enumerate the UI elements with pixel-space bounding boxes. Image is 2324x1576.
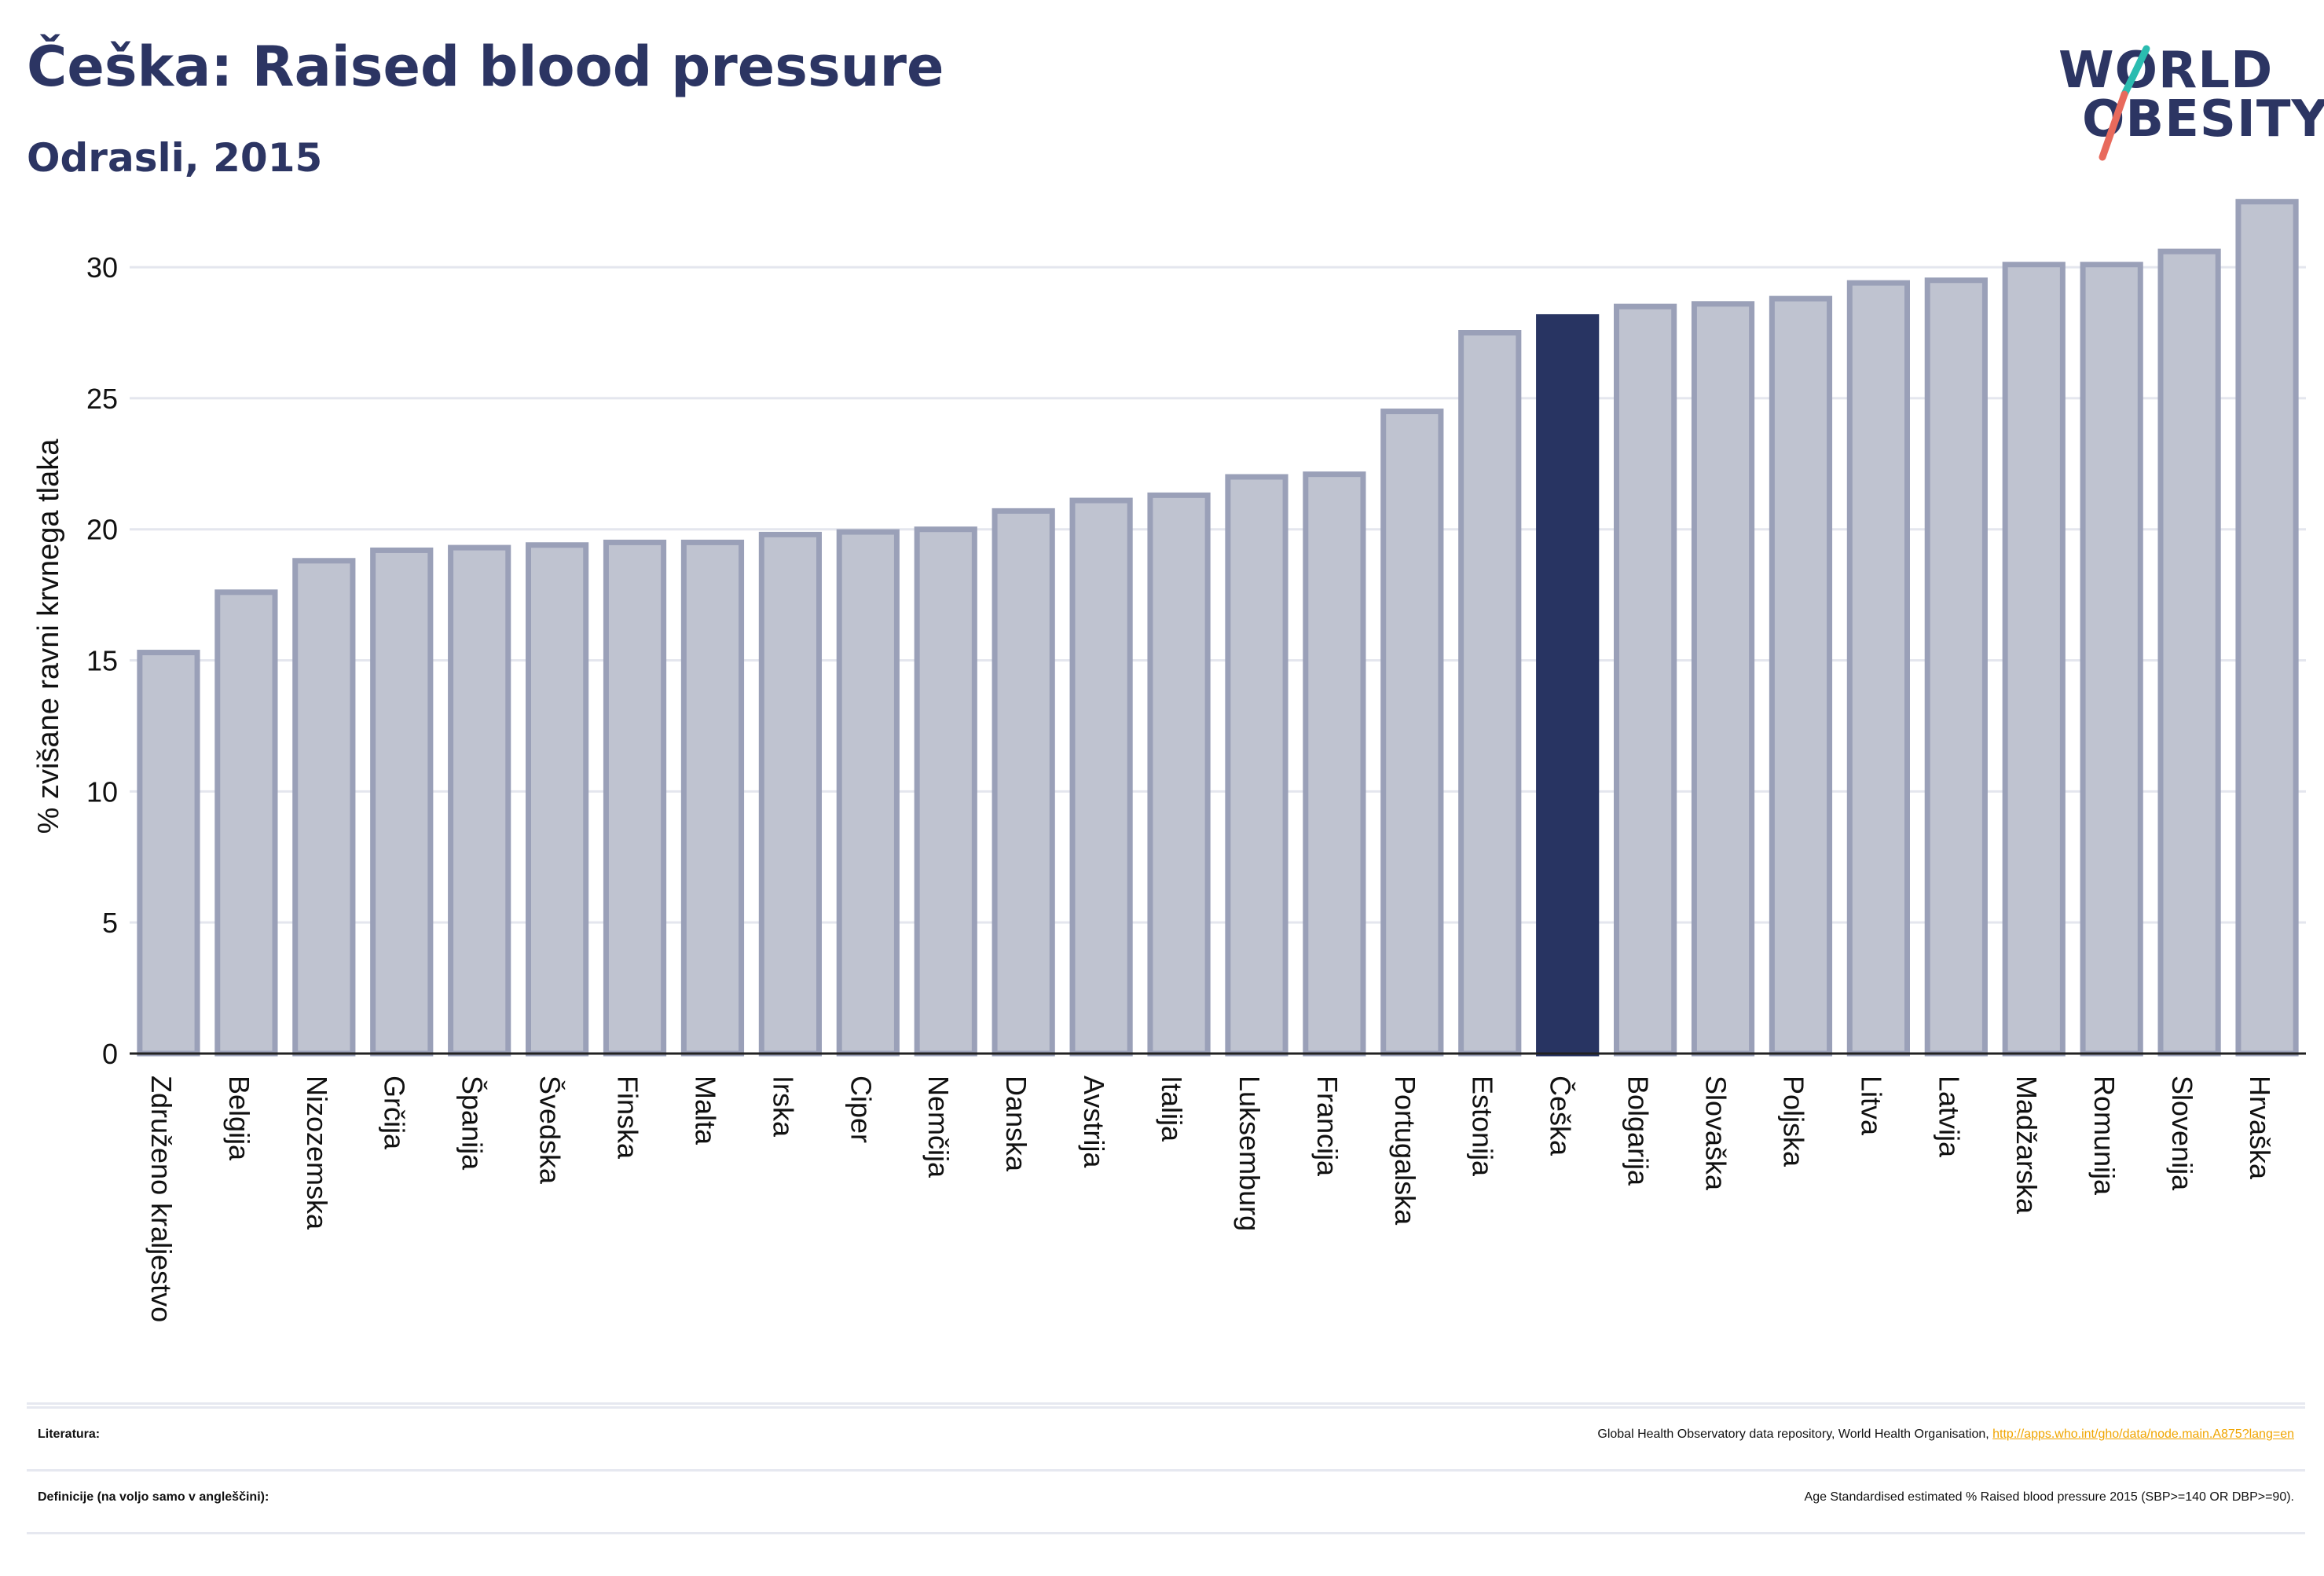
definitions-row: Definicije (na voljo samo v angleščini):… — [27, 1469, 2305, 1534]
bar-Madžarska — [2002, 262, 2066, 1057]
x-tick-label: Belgija — [223, 1076, 255, 1161]
bar-Irska — [758, 531, 822, 1057]
bars — [137, 199, 2299, 1057]
x-tick-label: Litva — [1855, 1076, 1887, 1136]
chart-subtitle: Odrasli, 2015 — [27, 135, 323, 181]
x-axis-labels: Združeno kraljestvo Belgija Nizozemska Grči… — [145, 1076, 2276, 1322]
bar-chart: 0 5 10 15 20 25 30 Združeno kraljestvo Belgija N… — [32, 199, 2306, 1322]
x-tick-label: Češka — [1545, 1076, 1577, 1156]
bar-Latvija — [1924, 277, 1988, 1057]
x-tick-label: Francija — [1311, 1076, 1343, 1177]
bar-Slovenija — [2157, 248, 2221, 1057]
literature-text: Global Health Observatory data repositor… — [1597, 1428, 1993, 1441]
bar-Nemčija — [914, 526, 977, 1057]
y-tick-label: 5 — [102, 907, 118, 939]
x-tick-label: Romunija — [2088, 1076, 2121, 1196]
literature-link[interactable]: http://apps.who.int/gho/data/node.main.A… — [1992, 1428, 2294, 1441]
y-tick-label: 10 — [86, 775, 118, 808]
bar-Danska — [992, 508, 1055, 1057]
chart-title: Češka: Raised blood pressure — [27, 35, 944, 99]
bar-Združeno kraljestvo — [137, 650, 200, 1057]
x-tick-label: Združeno kraljestvo — [145, 1076, 178, 1322]
bar-Španija — [448, 544, 511, 1057]
x-tick-label: Madžarska — [2011, 1076, 2043, 1215]
logo-line-1: WORLD — [2058, 42, 2274, 100]
y-axis-label: % zvišane ravni krvnega tlaka — [32, 438, 65, 834]
y-tick-label: 0 — [102, 1038, 118, 1070]
sources-bottom-divider — [27, 1532, 2305, 1534]
y-tick-label: 20 — [86, 514, 118, 546]
world-obesity-logo: WORLD OBESITY — [2058, 39, 2324, 165]
x-tick-label: Danska — [1000, 1076, 1032, 1172]
x-tick-label: Hrvaška — [2244, 1076, 2276, 1180]
bar-Luksemburg — [1225, 474, 1288, 1057]
x-tick-label: Nizozemska — [301, 1076, 333, 1230]
y-tick-label: 30 — [86, 251, 118, 284]
literature-value: Global Health Observatory data repositor… — [1597, 1428, 2294, 1442]
definitions-label: Definicije (na voljo samo v angleščini): — [38, 1490, 269, 1504]
bar-Češka — [1536, 313, 1600, 1057]
bar-Slovaška — [1691, 301, 1755, 1057]
x-tick-label: Slovaška — [1700, 1076, 1732, 1191]
bar-Francija — [1303, 471, 1366, 1057]
literature-label: Literatura: — [38, 1428, 101, 1441]
bar-Portugalska — [1380, 409, 1444, 1057]
x-tick-label: Latvija — [1933, 1076, 1965, 1158]
bar-Romunija — [2080, 262, 2143, 1057]
bar-Belgija — [214, 589, 278, 1057]
bar-Hrvaška — [2235, 199, 2299, 1057]
x-tick-label: Švedska — [534, 1076, 566, 1185]
x-tick-label: Grčija — [379, 1076, 411, 1150]
bar-Poljska — [1769, 295, 1833, 1057]
x-tick-label: Malta — [689, 1076, 721, 1145]
x-tick-label: Irska — [767, 1076, 799, 1138]
sources-top-divider — [27, 1402, 2305, 1405]
x-tick-label: Portugalska — [1389, 1076, 1421, 1226]
x-tick-label: Nemčija — [922, 1076, 955, 1178]
definitions-value: Age Standardised estimated % Raised bloo… — [1804, 1490, 2294, 1504]
x-tick-label: Luksemburg — [1233, 1076, 1266, 1231]
x-tick-label: Estonija — [1467, 1076, 1499, 1177]
x-tick-label: Poljska — [1777, 1076, 1809, 1167]
y-tick-label: 25 — [86, 383, 118, 415]
literature-row: Literatura: Global Health Observatory da… — [27, 1406, 2305, 1472]
bar-Nizozemska — [292, 558, 356, 1057]
x-tick-label: Slovenija — [2166, 1076, 2198, 1191]
x-tick-label: Bolgarija — [1622, 1076, 1655, 1186]
y-tick-label: 15 — [86, 645, 118, 677]
bar-Italija — [1147, 492, 1211, 1057]
bar-Avstrija — [1069, 497, 1133, 1057]
x-tick-label: Ciper — [845, 1076, 877, 1143]
bar-Malta — [680, 539, 745, 1057]
x-tick-label: Španija — [456, 1076, 489, 1171]
logo-slash-icon — [2099, 45, 2150, 161]
bar-Grčija — [370, 547, 434, 1057]
x-tick-label: Avstrija — [1078, 1076, 1110, 1168]
bar-Litva — [1846, 280, 1910, 1057]
x-tick-label: Italija — [1156, 1076, 1188, 1142]
bar-Ciper — [836, 529, 900, 1057]
bar-Finska — [603, 539, 667, 1057]
y-axis-ticks: 0 5 10 15 20 25 30 — [86, 251, 118, 1070]
bar-Bolgarija — [1614, 303, 1677, 1057]
x-tick-label: Finska — [612, 1076, 644, 1160]
bar-Švedska — [526, 542, 589, 1057]
bar-Estonija — [1458, 330, 1522, 1057]
